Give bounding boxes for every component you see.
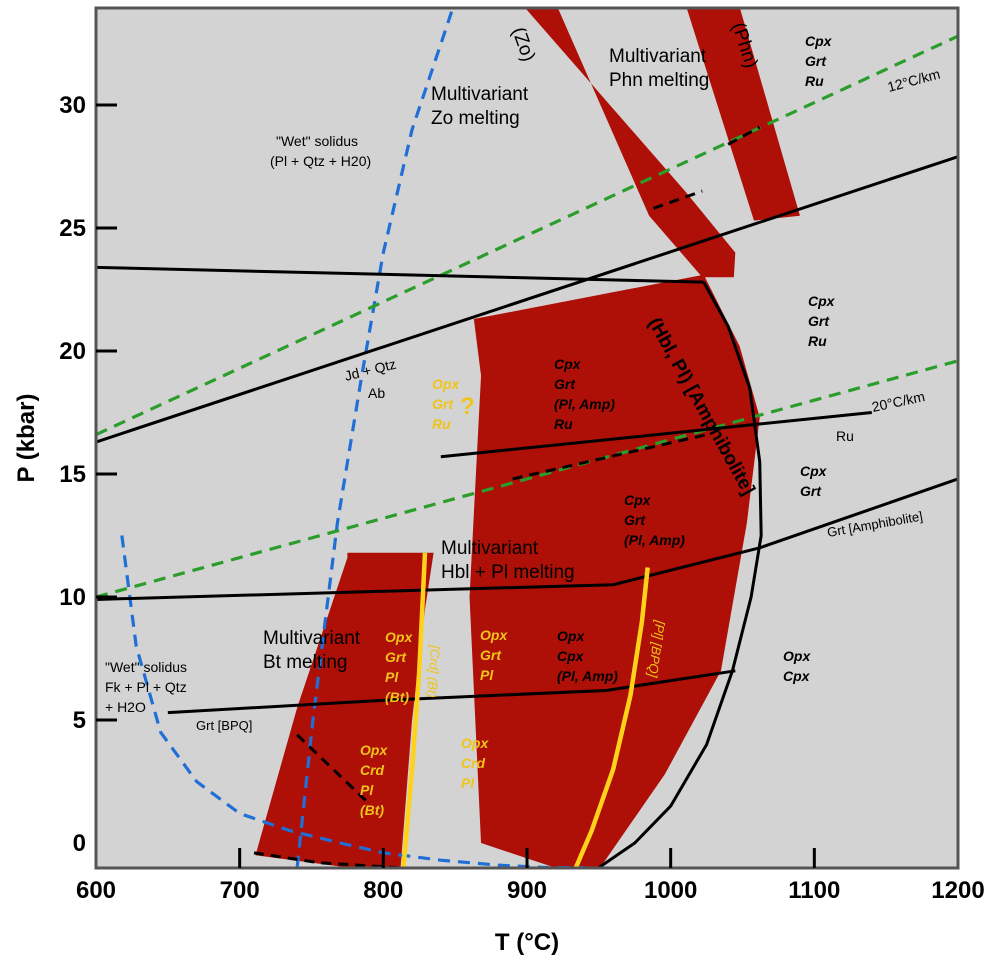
assemblage-a3-line: Cpx [554, 356, 582, 372]
bt-melting-label-2: Bt melting [263, 652, 347, 673]
zo-melting-label-2: Zo melting [431, 108, 520, 129]
melt-field-multivariant-bt-melting [255, 552, 434, 868]
phn-melting-label-1: Multivariant [609, 46, 707, 67]
y-tick-label: 30 [59, 92, 86, 119]
line-grt-amphibolite-continuation [96, 546, 761, 601]
x-tick-label: 700 [220, 877, 260, 904]
crd-bt-label: [Crd] (Bt) [424, 644, 443, 699]
wet-solidus-label-1a: "Wet" solidus [276, 133, 358, 149]
assemblage-a8-line: Opx [783, 648, 811, 664]
line-ru [440, 411, 872, 459]
wet-solidus-label-2b: Fk + Pl + Qtz [105, 679, 187, 695]
wet-solidus-label-2c: + H2O [105, 699, 146, 715]
assemblage-a9-line: (Bt) [385, 689, 409, 705]
assemblage-a3-line: Grt [554, 376, 576, 392]
assemblage-a11-line: Pl [360, 782, 374, 798]
assemblage-a9-line: Opx [385, 629, 413, 645]
x-tick-label: 600 [76, 877, 116, 904]
x-tick-label: 1100 [788, 877, 840, 904]
assemblage-a6-line: (Pl, Amp) [624, 532, 685, 548]
assemblage-a1-line: Grt [805, 53, 827, 69]
assemblage-a3-line: Ru [554, 416, 573, 432]
line-12-c-km [96, 34, 958, 437]
assemblage-a12-line: Opx [461, 735, 489, 751]
hbl-pl-melting-label-1: Multivariant [441, 538, 539, 559]
ab-label: Ab [368, 385, 385, 401]
assemblage-a5-line: Cpx [800, 463, 828, 479]
line-grt-amphibolite [759, 477, 958, 550]
melt-field-multivariant-phn-melting [686, 8, 800, 221]
y-tick-label: 10 [59, 584, 86, 611]
y-tick-label: 20 [59, 338, 86, 365]
assemblage-a2-line: Cpx [808, 293, 836, 309]
wet-solidus-label-1b: (Pl + Qtz + H20) [270, 153, 371, 169]
x-tick-label: 800 [363, 877, 403, 904]
assemblage-a6-line: Cpx [624, 492, 652, 508]
assemblage-a1-line: Ru [805, 73, 824, 89]
assemblage-a7-line: (Pl, Amp) [557, 668, 618, 684]
wet-solidus-label-2a: "Wet" solidus [105, 659, 187, 675]
line-bt-base-dashed [253, 851, 398, 868]
y-tick-label: 0 [73, 830, 86, 857]
assemblage-a11-line: Opx [360, 742, 388, 758]
assemblage-a10-line: Opx [480, 627, 508, 643]
assemblage-a11-line: Crd [360, 762, 385, 778]
uncertainty-question-mark: ? [460, 393, 475, 420]
y-tick-label: 25 [59, 215, 86, 242]
melt-field-multivariant-zo-melting [525, 8, 736, 278]
assemblage-a1-line: Cpx [805, 33, 833, 49]
assemblage-a9-line: Pl [385, 669, 399, 685]
line-zo-metastable [652, 189, 703, 210]
melt-field-multivariant-hbl-pl-melting [469, 274, 760, 868]
x-tick-label: 900 [507, 877, 547, 904]
zo-melting-label-1: Multivariant [431, 84, 529, 105]
x-tick-label: 1200 [931, 877, 984, 904]
line-crd-bt [401, 552, 428, 868]
line-pl-bpq [573, 567, 650, 868]
hbl-pl-melting-label-2: Hbl + Pl melting [441, 562, 575, 583]
grt-bpq-label: Grt [BPQ] [196, 718, 252, 733]
assemblage-a12-line: Pl [461, 775, 475, 791]
assemblage-a7-line: Opx [557, 628, 585, 644]
assemblage-a9-line: Grt [385, 649, 407, 665]
y-axis-title: P (kbar) [13, 394, 40, 483]
line-hbl-pl-amphibolite [597, 281, 763, 868]
line-wet-solidus-pl-qtz-h20 [295, 8, 455, 868]
assemblage-a4-line: Grt [432, 396, 454, 412]
ru-label: Ru [836, 428, 854, 444]
line-upper-p-boundary [96, 265, 704, 284]
bt-melting-label-1: Multivariant [263, 628, 361, 649]
assemblage-a6-line: Grt [624, 512, 646, 528]
assemblage-a7-line: Cpx [557, 648, 585, 664]
assemblage-a11-line: (Bt) [360, 802, 384, 818]
assemblage-a12-line: Crd [461, 755, 486, 771]
phn-melting-label-2: Phn melting [609, 70, 709, 91]
line-jd-qtz-ab [96, 155, 958, 444]
assemblage-a2-line: Ru [808, 333, 827, 349]
y-tick-label: 15 [59, 461, 86, 488]
assemblage-a3-line: (Pl, Amp) [554, 396, 615, 412]
x-axis-title: T (°C) [495, 929, 559, 956]
assemblage-a4-line: Ru [432, 416, 451, 432]
assemblage-a2-line: Grt [808, 313, 830, 329]
assemblage-a8-line: Cpx [783, 668, 811, 684]
line-20-c-km [96, 359, 958, 599]
line-phn-metastable [727, 125, 761, 146]
x-tick-label: 1000 [644, 877, 697, 904]
y-tick-label: 5 [73, 707, 86, 734]
line-wet-solidus-fk-pl-qtz-h2o [120, 535, 585, 868]
assemblage-a10-line: Grt [480, 647, 502, 663]
assemblage-a4-line: Opx [432, 376, 460, 392]
assemblage-a5-line: Grt [800, 483, 822, 499]
assemblage-a10-line: Pl [480, 667, 494, 683]
line-grt-bpq [167, 669, 736, 715]
